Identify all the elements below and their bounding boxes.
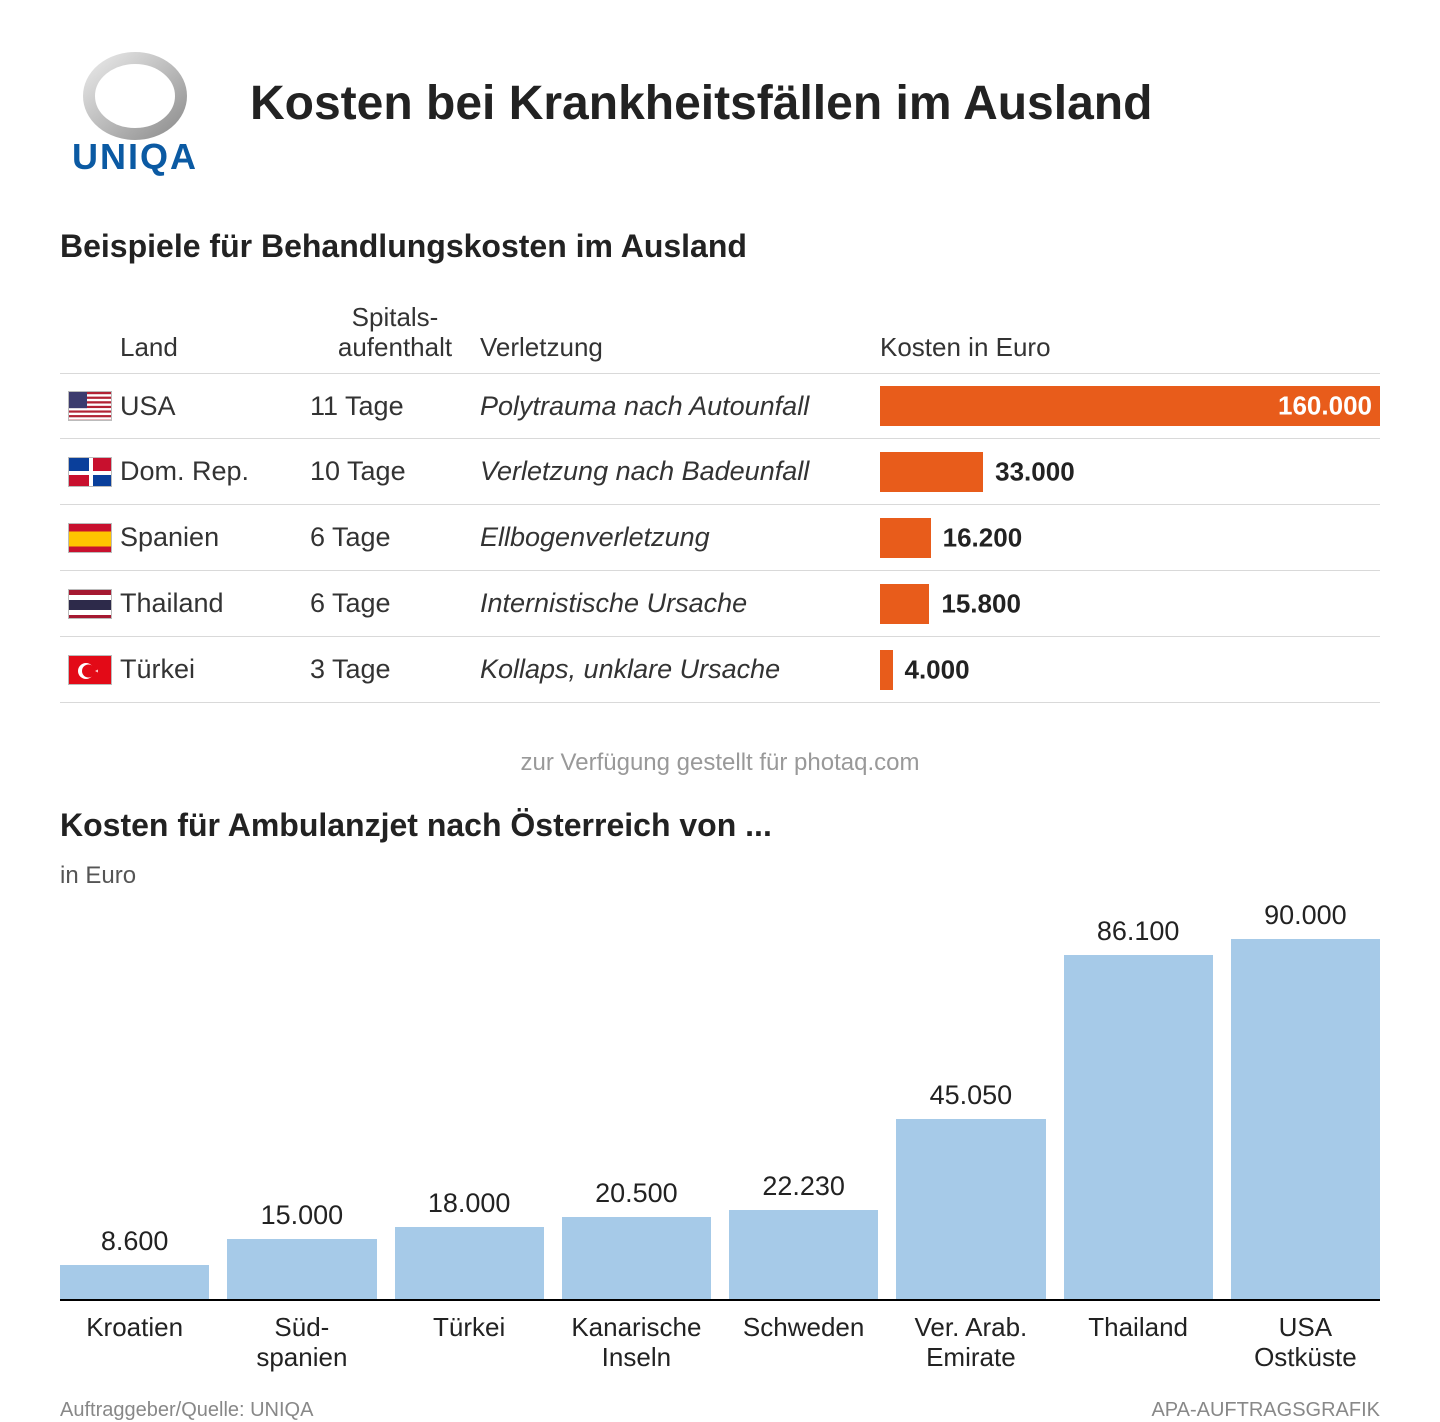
flag-icon [68,523,112,553]
cost-bar-wrap: 33.000 [880,452,1380,492]
bar-rect [60,1265,209,1299]
table-row: Spanien 6 Tage Ellbogenverletzung 16.200 [60,505,1380,571]
bar-item: 8.600 [60,900,209,1299]
cost-value-label: 33.000 [995,456,1075,487]
bar-rect [729,1210,878,1299]
cell-injury: Internistische Ursache [480,588,880,619]
cell-stay: 6 Tage [310,522,480,553]
bar-item: 90.000 [1231,900,1380,1299]
bar-rect [395,1227,544,1299]
cost-bar [880,584,929,624]
cell-land: Spanien [120,522,310,553]
col-injury-label: Verletzung [480,333,880,363]
bar-rect [227,1239,376,1299]
cell-stay: 6 Tage [310,588,480,619]
bar-value-label: 8.600 [101,1226,169,1257]
cell-land: Thailand [120,588,310,619]
brand-name: UNIQA [72,136,198,178]
brand-ring-icon [75,50,195,140]
bar-rect [1231,939,1380,1299]
cost-bar [880,518,931,558]
bar-value-label: 15.000 [261,1200,344,1231]
cost-value-label: 160.000 [1278,391,1372,422]
flag-icon [68,391,112,421]
bar-value-label: 20.500 [595,1178,678,1209]
bar-value-label: 86.100 [1097,916,1180,947]
bar-category-label: Kanarische Inseln [562,1313,711,1373]
bar-value-label: 90.000 [1264,900,1347,931]
cost-bar-wrap: 4.000 [880,650,1380,690]
brand-logo: UNIQA [60,50,210,178]
cost-value-label: 15.800 [941,588,1021,619]
ambulance-bar-labels: Kroatien Süd- spanien Türkei Kanarische Ins… [60,1313,1380,1373]
bar-value-label: 18.000 [428,1188,511,1219]
watermark-text: zur Verfügung gestellt für photaq.com [60,749,1380,777]
bar-category-label: Schweden [729,1313,878,1373]
bar-category-label: Ver. Arab. Emirate [896,1313,1045,1373]
cell-land: Dom. Rep. [120,456,310,487]
bar-item: 20.500 [562,900,711,1299]
bar-category-label: USA Ostküste [1231,1313,1380,1373]
cost-bar [880,452,983,492]
cost-value-label: 4.000 [905,654,970,685]
ambulance-bar-chart: 8.600 15.000 18.000 20.500 22.230 45.050… [60,900,1380,1301]
cell-injury: Polytrauma nach Autounfall [480,391,880,422]
bar-item: 45.050 [896,900,1045,1299]
footer: Auftraggeber/Quelle: UNIQA APA-AUFTRAGSG… [60,1399,1380,1422]
bar-item: 86.100 [1064,900,1213,1299]
cell-injury: Ellbogenverletzung [480,522,880,553]
bar-category-label: Türkei [395,1313,544,1373]
col-stay-label: Spitals- aufenthalt [310,303,480,363]
cell-land: Türkei [120,654,310,685]
bar-category-label: Thailand [1064,1313,1213,1373]
footer-left: Auftraggeber/Quelle: UNIQA [60,1399,313,1422]
bar-rect [896,1119,1045,1299]
table-row: Dom. Rep. 10 Tage Verletzung nach Badeun… [60,439,1380,505]
section2-unit: in Euro [60,862,1380,890]
cost-bar [880,650,893,690]
col-cost-label: Kosten in Euro [880,333,1051,363]
flag-icon [68,589,112,619]
cell-injury: Verletzung nach Badeunfall [480,456,880,487]
bar-item: 18.000 [395,900,544,1299]
cell-injury: Kollaps, unklare Ursache [480,654,880,685]
bar-rect [1064,955,1213,1299]
table-row: Thailand 6 Tage Internistische Ursache 1… [60,571,1380,637]
bar-category-label: Süd- spanien [227,1313,376,1373]
flag-icon [68,655,112,685]
section2-heading: Kosten für Ambulanzjet nach Österreich v… [60,807,1380,844]
page-title: Kosten bei Krankheitsfällen im Ausland [250,50,1152,131]
bar-category-label: Kroatien [60,1313,209,1373]
cell-stay: 10 Tage [310,456,480,487]
bar-value-label: 45.050 [930,1080,1013,1111]
cell-stay: 11 Tage [310,391,480,422]
cost-bar-wrap: 15.800 [880,584,1380,624]
cell-land: USA [120,391,310,422]
cost-value-label: 16.200 [943,522,1023,553]
cell-stay: 3 Tage [310,654,480,685]
cost-bar-wrap: 16.200 [880,518,1380,558]
bar-rect [562,1217,711,1299]
table-row: USA 11 Tage Polytrauma nach Autounfall 1… [60,373,1380,439]
table-row: Türkei 3 Tage Kollaps, unklare Ursache 4… [60,637,1380,703]
bar-item: 22.230 [729,900,878,1299]
cost-table: Land Spitals- aufenthalt Verletzung Kost… [60,293,1380,703]
section1-heading: Beispiele für Behandlungskosten im Ausla… [60,228,1380,265]
footer-right: APA-AUFTRAGSGRAFIK [1151,1399,1380,1422]
flag-icon [68,457,112,487]
table-header-row: Land Spitals- aufenthalt Verletzung Kost… [60,293,1380,373]
bar-value-label: 22.230 [762,1171,845,1202]
header: UNIQA Kosten bei Krankheitsfällen im Aus… [60,50,1380,178]
cost-bar-wrap: 160.000 [880,386,1380,426]
bar-item: 15.000 [227,900,376,1299]
col-land-label: Land [120,333,310,363]
